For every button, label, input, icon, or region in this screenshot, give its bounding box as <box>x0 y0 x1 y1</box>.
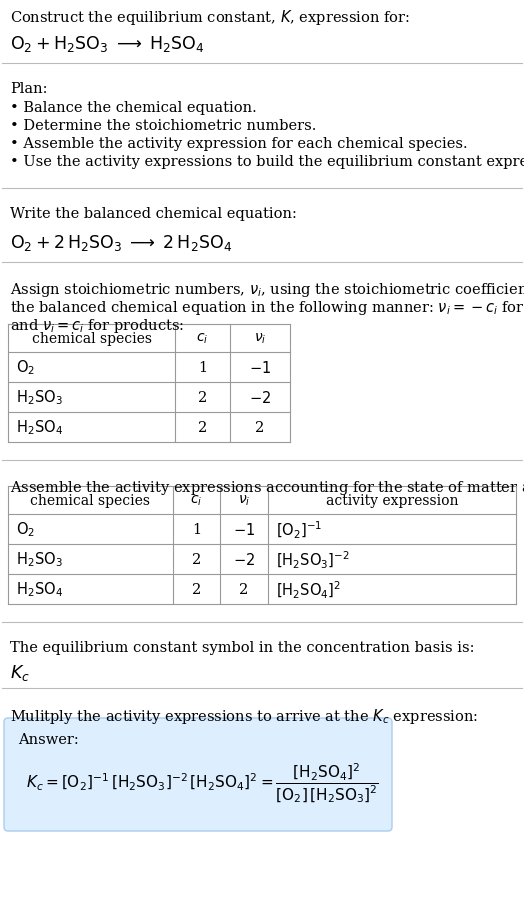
Text: Assign stoichiometric numbers, $\nu_i$, using the stoichiometric coefficients, $: Assign stoichiometric numbers, $\nu_i$, … <box>10 281 524 299</box>
Text: $-2$: $-2$ <box>249 390 271 406</box>
Text: $\mathrm{H_2SO_3}$: $\mathrm{H_2SO_3}$ <box>16 388 63 407</box>
Text: 1: 1 <box>192 522 201 537</box>
Text: Plan:: Plan: <box>10 82 48 96</box>
Text: $[\mathrm{H_2SO_4}]^{2}$: $[\mathrm{H_2SO_4}]^{2}$ <box>276 579 341 600</box>
Text: $c_i$: $c_i$ <box>190 493 203 508</box>
Text: 2: 2 <box>239 583 248 596</box>
Bar <box>8 325 290 443</box>
Text: 1: 1 <box>198 361 207 374</box>
Text: 2: 2 <box>198 420 207 435</box>
Text: • Assemble the activity expression for each chemical species.: • Assemble the activity expression for e… <box>10 137 467 151</box>
Text: $-2$: $-2$ <box>233 551 255 567</box>
Text: and $\nu_i = c_i$ for products:: and $\nu_i = c_i$ for products: <box>10 317 184 335</box>
Text: $-1$: $-1$ <box>249 360 271 375</box>
Text: The equilibrium constant symbol in the concentration basis is:: The equilibrium constant symbol in the c… <box>10 640 475 654</box>
Text: 2: 2 <box>192 583 201 596</box>
Text: $\mathrm{O_2}$: $\mathrm{O_2}$ <box>16 520 35 538</box>
Text: $\mathrm{O_2 + H_2SO_3 \;\longrightarrow\; H_2SO_4}$: $\mathrm{O_2 + H_2SO_3 \;\longrightarrow… <box>10 34 204 54</box>
Text: $[\mathrm{H_2SO_3}]^{-2}$: $[\mathrm{H_2SO_3}]^{-2}$ <box>276 548 350 570</box>
Text: $K_c$: $K_c$ <box>10 662 30 682</box>
Text: $\mathrm{O_2}$: $\mathrm{O_2}$ <box>16 358 35 377</box>
Text: 2: 2 <box>198 391 207 405</box>
Text: • Use the activity expressions to build the equilibrium constant expression.: • Use the activity expressions to build … <box>10 155 524 169</box>
Text: chemical species: chemical species <box>30 493 150 508</box>
Text: activity expression: activity expression <box>326 493 458 508</box>
Text: Answer:: Answer: <box>18 732 79 746</box>
Text: 2: 2 <box>255 420 265 435</box>
Text: $\nu_i$: $\nu_i$ <box>238 493 250 508</box>
Text: $[\mathrm{O_2}]^{-1}$: $[\mathrm{O_2}]^{-1}$ <box>276 519 322 540</box>
FancyBboxPatch shape <box>4 718 392 831</box>
Bar <box>8 486 516 604</box>
Text: $\mathrm{H_2SO_3}$: $\mathrm{H_2SO_3}$ <box>16 550 63 569</box>
Text: $\mathrm{H_2SO_4}$: $\mathrm{H_2SO_4}$ <box>16 419 63 437</box>
Text: Construct the equilibrium constant, $K$, expression for:: Construct the equilibrium constant, $K$,… <box>10 8 410 27</box>
Text: Assemble the activity expressions accounting for the state of matter and $\nu_i$: Assemble the activity expressions accoun… <box>10 478 524 496</box>
Text: Write the balanced chemical equation:: Write the balanced chemical equation: <box>10 207 297 221</box>
Text: $\nu_i$: $\nu_i$ <box>254 331 266 345</box>
Text: 2: 2 <box>192 552 201 566</box>
Text: $-1$: $-1$ <box>233 521 255 538</box>
Text: the balanced chemical equation in the following manner: $\nu_i = -c_i$ for react: the balanced chemical equation in the fo… <box>10 299 524 317</box>
Text: Mulitply the activity expressions to arrive at the $K_c$ expression:: Mulitply the activity expressions to arr… <box>10 706 478 725</box>
Text: $K_c = [\mathrm{O_2}]^{-1}\,[\mathrm{H_2SO_3}]^{-2}\,[\mathrm{H_2SO_4}]^{2} = \d: $K_c = [\mathrm{O_2}]^{-1}\,[\mathrm{H_2… <box>26 760 379 804</box>
Text: • Determine the stoichiometric numbers.: • Determine the stoichiometric numbers. <box>10 119 316 133</box>
Text: $c_i$: $c_i$ <box>196 331 209 345</box>
Text: chemical species: chemical species <box>31 332 151 345</box>
Text: • Balance the chemical equation.: • Balance the chemical equation. <box>10 101 257 115</box>
Text: $\mathrm{O_2 + 2\,H_2SO_3 \;\longrightarrow\; 2\,H_2SO_4}$: $\mathrm{O_2 + 2\,H_2SO_3 \;\longrightar… <box>10 233 232 253</box>
Text: $\mathrm{H_2SO_4}$: $\mathrm{H_2SO_4}$ <box>16 580 63 599</box>
